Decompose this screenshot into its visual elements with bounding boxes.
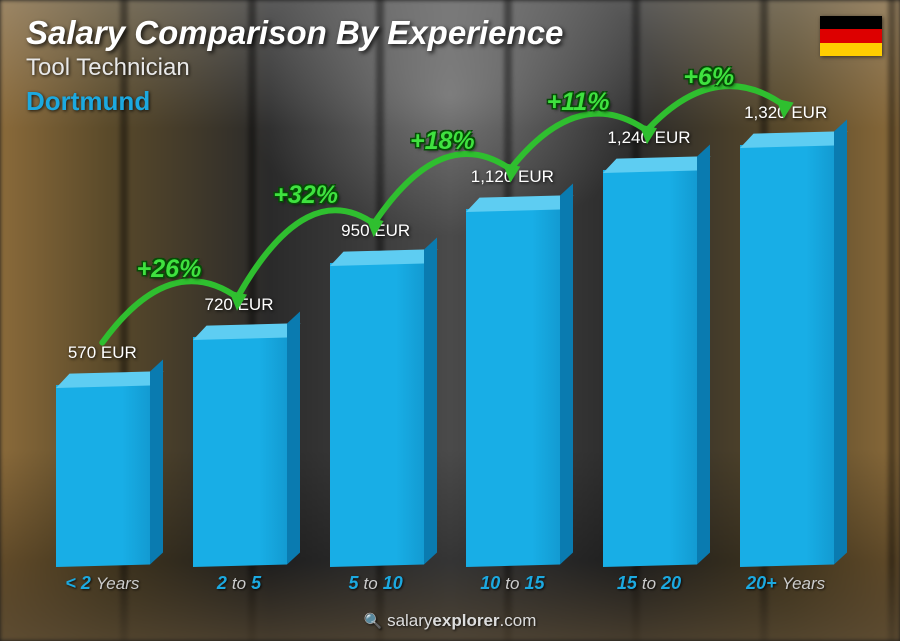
x-axis-label: 2 to 5 bbox=[174, 573, 304, 594]
x-axis-label: 15 to 20 bbox=[584, 573, 714, 594]
x-axis-label: 10 to 15 bbox=[447, 573, 577, 594]
job-title: Tool Technician bbox=[26, 54, 190, 82]
search-icon: 🔍 bbox=[364, 613, 383, 630]
increase-arrow bbox=[34, 87, 854, 567]
x-axis-label: 20+ Years bbox=[721, 573, 851, 594]
infographic: Salary Comparison By Experience Tool Tec… bbox=[0, 0, 900, 641]
brand-suffix: .com bbox=[500, 611, 537, 630]
x-axis-label: < 2 Years bbox=[37, 573, 167, 594]
chart-title: Salary Comparison By Experience bbox=[26, 14, 563, 52]
brand-part-2: explorer bbox=[432, 611, 499, 630]
flag-stripe-0 bbox=[820, 16, 882, 29]
bar-chart: 570 EUR720 EUR+26%950 EUR+32%1,120 EUR+1… bbox=[34, 87, 854, 567]
flag-stripe-1 bbox=[820, 29, 882, 42]
attribution: 🔍 salaryexplorer.com bbox=[0, 611, 900, 631]
brand-part-1: salary bbox=[387, 611, 432, 630]
flag-stripe-2 bbox=[820, 43, 882, 56]
percent-increase: +6% bbox=[683, 63, 734, 92]
x-axis: < 2 Years 2 to 5 5 to 10 10 to 15 15 to 20 20… bbox=[34, 567, 854, 597]
flag-germany bbox=[820, 16, 882, 56]
x-axis-label: 5 to 10 bbox=[311, 573, 441, 594]
